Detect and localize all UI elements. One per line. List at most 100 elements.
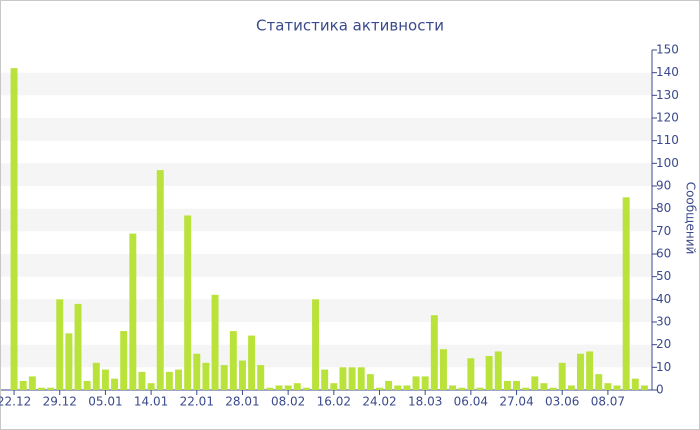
bar xyxy=(631,378,639,390)
y-tick-label: 50 xyxy=(656,269,671,283)
bar xyxy=(549,387,557,390)
chart-title: Статистика активности xyxy=(256,17,444,35)
bar xyxy=(156,170,164,390)
y-tick-label: 90 xyxy=(656,179,671,193)
bar xyxy=(266,387,274,390)
bar xyxy=(293,383,301,390)
bar xyxy=(330,383,338,390)
bar xyxy=(248,335,256,390)
y-tick-label: 70 xyxy=(656,224,671,238)
bar xyxy=(348,367,356,390)
x-tick-label: 22.01 xyxy=(180,395,214,409)
bar xyxy=(56,299,64,390)
bar xyxy=(366,374,374,390)
bar xyxy=(275,385,283,390)
x-tick-label: 27.04 xyxy=(499,395,533,409)
bar xyxy=(494,351,502,390)
bar xyxy=(220,365,228,390)
bar xyxy=(640,385,648,390)
grid-band xyxy=(1,254,652,277)
bar xyxy=(284,385,292,390)
y-tick-label: 130 xyxy=(656,88,679,102)
bar xyxy=(238,360,246,390)
y-tick-label: 20 xyxy=(656,337,671,351)
bar xyxy=(321,369,329,390)
bar xyxy=(74,303,82,390)
y-axis-title: Сообщений xyxy=(684,182,698,255)
bar xyxy=(577,353,584,390)
bar xyxy=(202,362,210,390)
bar xyxy=(165,371,173,390)
x-tick-label: 03.06 xyxy=(545,395,579,409)
bar xyxy=(540,383,548,390)
y-tick-label: 120 xyxy=(656,111,679,125)
x-tick-label: 22.12 xyxy=(0,395,31,409)
bar xyxy=(302,387,310,390)
x-tick-label: 24.02 xyxy=(362,395,396,409)
bar xyxy=(458,387,466,390)
bar xyxy=(312,299,320,390)
x-tick-label: 06.04 xyxy=(454,395,488,409)
x-tick-label: 28.01 xyxy=(225,395,259,409)
bar xyxy=(92,362,100,390)
grid-band xyxy=(1,163,652,186)
bar xyxy=(19,380,27,390)
bar xyxy=(613,385,621,390)
bar xyxy=(403,385,411,390)
bar xyxy=(211,294,219,390)
bar xyxy=(376,387,383,390)
grid-band xyxy=(1,208,652,232)
bar xyxy=(558,362,566,390)
bar xyxy=(111,378,119,390)
bar xyxy=(604,383,612,390)
y-tick-label: 60 xyxy=(656,247,671,261)
bar xyxy=(385,380,393,390)
grid-band xyxy=(1,118,652,141)
bar xyxy=(467,358,475,390)
grid-band xyxy=(1,299,652,322)
bar xyxy=(339,367,347,390)
bar xyxy=(83,380,91,390)
bar xyxy=(595,374,603,390)
bar xyxy=(531,376,539,390)
x-tick-label: 18.03 xyxy=(408,395,442,409)
bar xyxy=(120,331,128,390)
bar xyxy=(586,351,594,390)
y-tick-label: 140 xyxy=(656,65,679,79)
bar xyxy=(184,215,192,390)
bar xyxy=(476,387,484,390)
bar xyxy=(485,356,493,390)
y-tick-label: 0 xyxy=(656,383,664,397)
y-tick-label: 30 xyxy=(656,315,671,329)
x-tick-label: 14.01 xyxy=(134,395,168,409)
bar xyxy=(38,387,45,390)
bar xyxy=(229,331,237,390)
bar xyxy=(513,380,521,390)
y-tick-label: 80 xyxy=(656,201,671,215)
bar xyxy=(175,369,182,390)
x-tick-label: 05.01 xyxy=(88,395,122,409)
y-tick-label: 110 xyxy=(656,133,679,147)
bar xyxy=(439,349,447,390)
x-tick-label: 29.12 xyxy=(43,395,77,409)
bar xyxy=(101,369,109,390)
bar xyxy=(28,376,36,390)
bar xyxy=(257,365,265,390)
bar xyxy=(522,387,530,390)
bar xyxy=(193,353,201,390)
y-tick-label: 150 xyxy=(656,43,679,57)
y-tick-label: 40 xyxy=(656,292,671,306)
bar xyxy=(394,385,402,390)
bar xyxy=(47,387,55,390)
y-tick-label: 10 xyxy=(656,360,671,374)
bar xyxy=(138,371,146,390)
bar xyxy=(129,233,137,390)
bar xyxy=(412,376,420,390)
bar xyxy=(622,197,630,390)
x-tick-label: 08.07 xyxy=(591,395,625,409)
bar xyxy=(503,380,511,390)
bar xyxy=(430,315,438,390)
bar xyxy=(65,333,73,390)
x-tick-label: 08.02 xyxy=(271,395,305,409)
